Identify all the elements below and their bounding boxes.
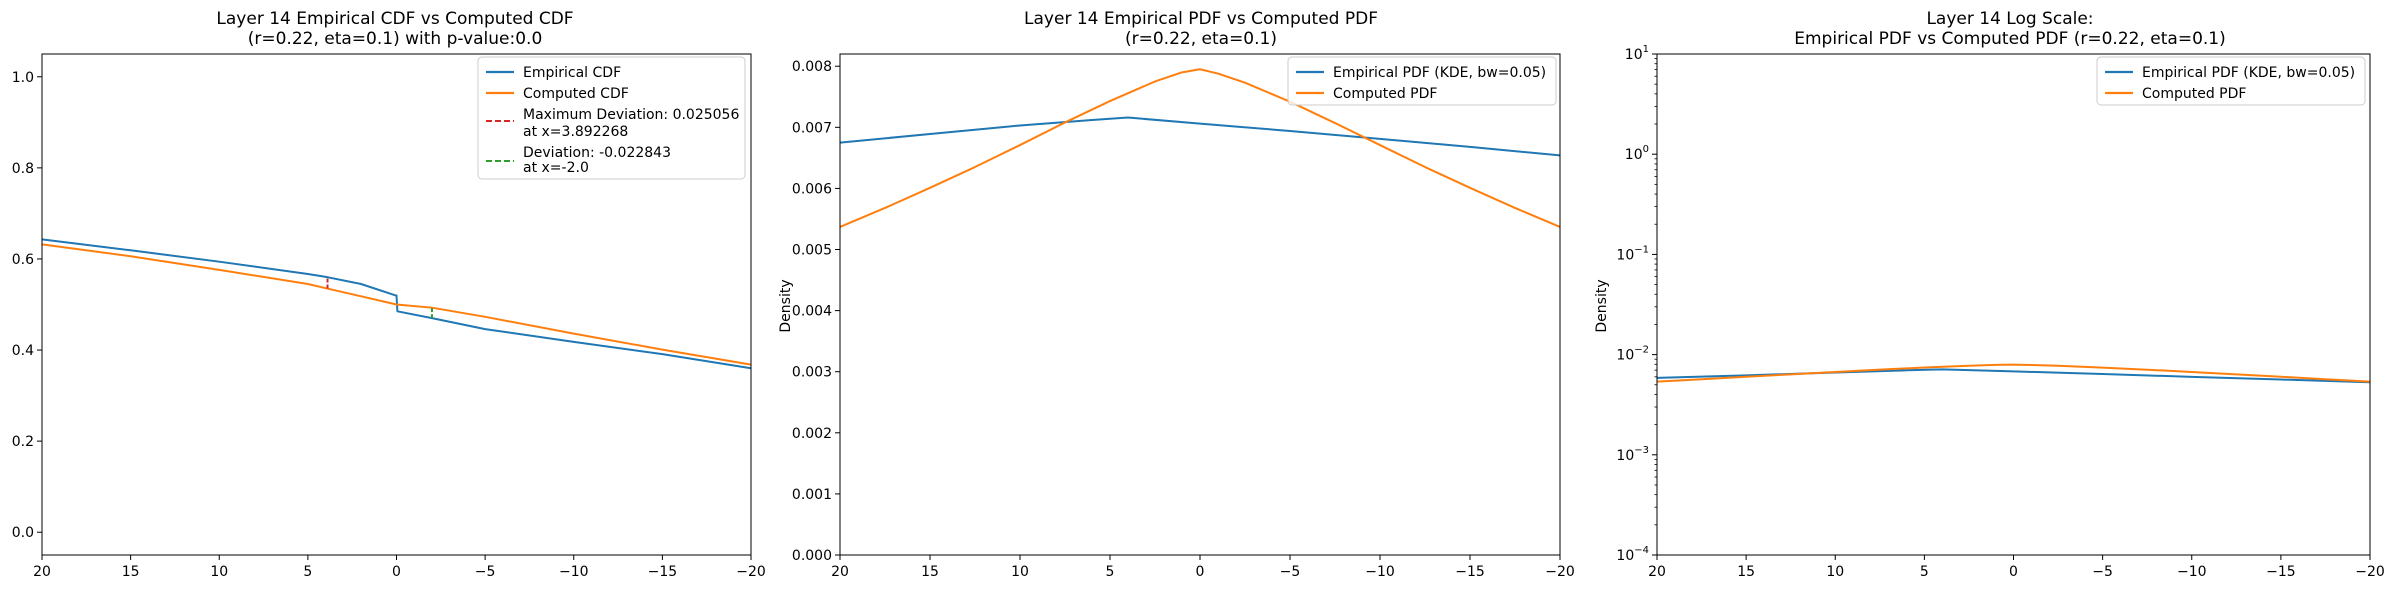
legend-frame: [1287, 56, 1557, 106]
chart-subtitle: (r=0.22, eta=0.1): [1125, 29, 1277, 49]
legend-label-computed-cdf: Computed CDF: [523, 86, 629, 102]
x-tick-label: 0: [2009, 564, 2018, 580]
x-tick-label: 20: [1648, 564, 1666, 580]
x-tick-label: −10: [559, 564, 589, 580]
legend-label-empirical-pdf: Empirical PDF (KDE, bw=0.05): [2142, 65, 2355, 81]
y-tick-label: 10−3: [1616, 445, 1649, 464]
y-tick-label: 100: [1625, 144, 1649, 163]
series-line-empirical: [839, 116, 1561, 157]
legend-label-empirical-cdf: Empirical CDF: [523, 65, 621, 81]
y-tick-label: 0.2: [12, 434, 34, 450]
cdf-plot-area: [41, 238, 752, 370]
log-pdf-plot-area: [1656, 363, 2371, 384]
x-tick-label: 15: [921, 564, 939, 580]
x-tick-label: 10: [210, 564, 228, 580]
log-pdf-legend: Empirical PDF (KDE, bw=0.05) Computed PD…: [2096, 56, 2366, 106]
y-tick-label: 0.002: [792, 426, 832, 442]
y-axis-label: Density: [778, 279, 794, 332]
x-tick-label: 15: [1737, 564, 1755, 580]
x-tick-label: 5: [1920, 564, 1929, 580]
y-tick-label: 0.003: [792, 365, 832, 381]
x-tick-label: 15: [122, 564, 140, 580]
y-tick-label: 0.007: [792, 120, 832, 136]
legend-frame: [477, 56, 746, 180]
x-tick-label: 0: [392, 564, 401, 580]
x-tick-label: 20: [33, 564, 51, 580]
chart-title: Layer 14 Empirical PDF vs Computed PDF: [1024, 9, 1378, 29]
pdf-chart: Layer 14 Empirical PDF vs Computed PDF (…: [778, 9, 1575, 580]
series-line-computed: [839, 68, 1561, 228]
legend-label-deviation-x: at x=-2.0: [523, 160, 589, 176]
cdf-axes: 20 15 10 5 0 −5 −10 −15 −20 0.0 0.2 0.4 0.6 0.8 1.0: [12, 53, 766, 580]
x-tick-label: 10: [1011, 564, 1029, 580]
legend-label-computed-pdf: Computed PDF: [1333, 86, 1437, 102]
y-tick-label: 0.001: [792, 487, 832, 503]
y-tick-label: 101: [1625, 44, 1649, 63]
y-tick-label: 0.0: [12, 525, 34, 541]
cdf-chart: Layer 14 Empirical CDF vs Computed CDF (…: [12, 9, 766, 580]
y-tick-label: 10−4: [1616, 545, 1649, 564]
x-tick-label: −15: [648, 564, 678, 580]
y-tick-label: 0.004: [792, 304, 832, 320]
x-tick-label: −15: [2266, 564, 2296, 580]
log-pdf-chart: Layer 14 Log Scale: Empirical PDF vs Com…: [1594, 9, 2385, 580]
x-tick-label: −20: [1545, 564, 1575, 580]
y-tick-label: 0.6: [12, 252, 34, 268]
chart-title: Layer 14 Empirical CDF vs Computed CDF: [216, 9, 573, 29]
series-line-empirical: [41, 238, 752, 370]
y-tick-label: 1.0: [12, 70, 34, 86]
y-tick-label: 10−2: [1616, 345, 1649, 364]
chart-subtitle: (r=0.22, eta=0.1) with p-value:0.0: [248, 29, 543, 49]
x-tick-label: −10: [2177, 564, 2207, 580]
x-tick-label: 5: [1106, 564, 1115, 580]
x-tick-label: −15: [1455, 564, 1485, 580]
x-tick-label: −20: [736, 564, 766, 580]
x-tick-label: −5: [2092, 564, 2113, 580]
legend-label-max-deviation: Maximum Deviation: 0.025056: [523, 107, 739, 123]
pdf-legend: Empirical PDF (KDE, bw=0.05) Computed PD…: [1287, 56, 1557, 106]
pdf-plot-area: [839, 68, 1561, 228]
legend-label-empirical-pdf: Empirical PDF (KDE, bw=0.05): [1333, 65, 1546, 81]
cdf-legend: Empirical CDF Computed CDF Maximum Devia…: [477, 56, 746, 180]
y-tick-label: 0.8: [12, 161, 34, 177]
x-tick-label: −20: [2355, 564, 2385, 580]
y-tick-label: 10−1: [1616, 244, 1649, 263]
x-tick-label: −5: [1280, 564, 1301, 580]
series-line-computed: [41, 243, 752, 366]
chart-title: Layer 14 Log Scale:: [1926, 9, 2093, 29]
y-tick-label: 0.008: [792, 59, 832, 75]
y-axis-label: Density: [1594, 279, 1610, 332]
legend-label-deviation: Deviation: -0.022843: [523, 145, 671, 161]
series-line-computed: [1656, 363, 2371, 383]
y-tick-label: 0.000: [792, 548, 832, 564]
legend-label-max-deviation-x: at x=3.892268: [523, 124, 628, 140]
pdf-axes: 20 15 10 5 0 −5 −10 −15 −20 0.000 0.001 0.002 0.003 0…: [792, 53, 1575, 580]
log-pdf-axes: 20 15 10 5 0 −5 −10 −15 −20 10−4 10−3 10−2 10−1 100 10…: [1616, 44, 2384, 580]
y-tick-label: 0.005: [792, 243, 832, 259]
legend-frame: [2096, 56, 2366, 106]
x-tick-label: −5: [475, 564, 496, 580]
y-tick-label: 0.006: [792, 181, 832, 197]
chart-subtitle: Empirical PDF vs Computed PDF (r=0.22, e…: [1794, 29, 2225, 49]
x-tick-label: 0: [1196, 564, 1205, 580]
x-tick-label: 5: [303, 564, 312, 580]
x-tick-label: −10: [1365, 564, 1395, 580]
x-tick-label: 10: [1826, 564, 1844, 580]
legend-label-computed-pdf: Computed PDF: [2142, 86, 2246, 102]
x-tick-label: 20: [831, 564, 849, 580]
y-tick-label: 0.4: [12, 343, 34, 359]
